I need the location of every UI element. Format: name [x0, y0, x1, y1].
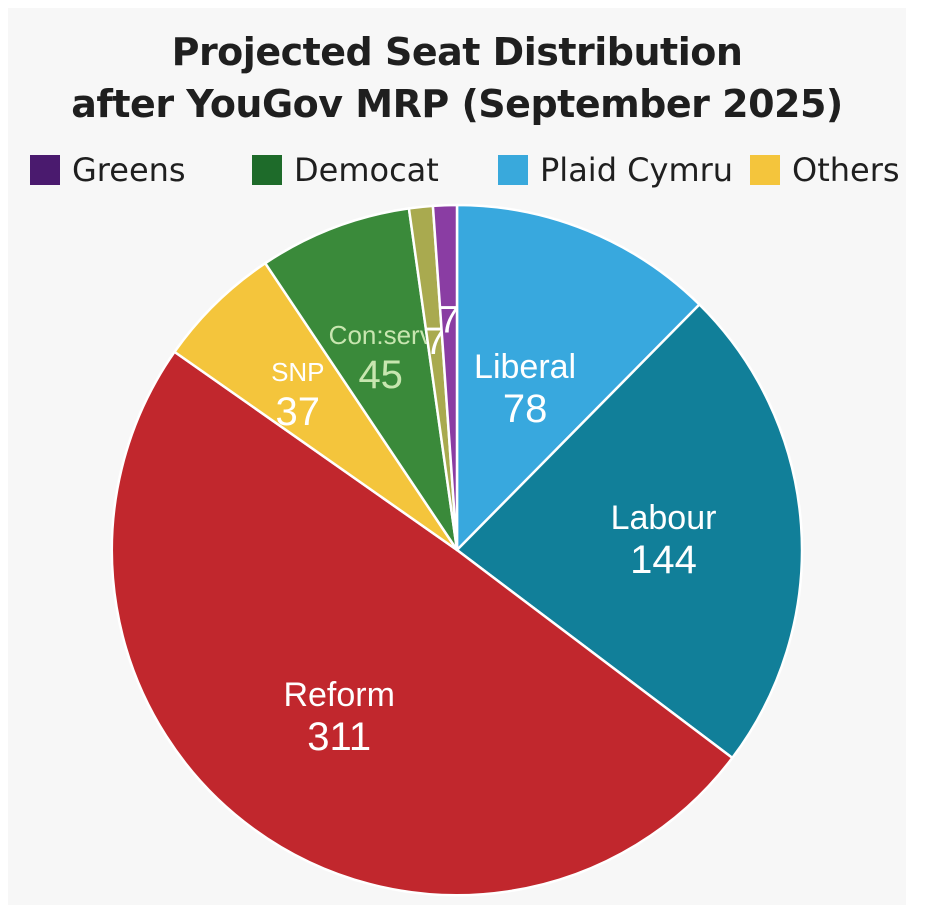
- legend-label-greens: Greens: [72, 151, 186, 189]
- slice-name-label: SNP: [271, 357, 324, 387]
- legend-swatch-greens: [30, 155, 60, 185]
- slice-value-label: 311: [307, 715, 371, 759]
- slice-name-label: Con:serv: [329, 320, 433, 350]
- pie-slice-liberal: [455, 203, 701, 552]
- slice-value-label: 78: [503, 387, 548, 431]
- slice-value-label: 7: [438, 299, 459, 341]
- legend-label-others: Others: [792, 151, 900, 189]
- legend-swatch-others: [750, 155, 780, 185]
- legend-label-democat: Democat: [294, 151, 439, 189]
- pie-slice-reform: [110, 350, 734, 897]
- legend-item-others: Others: [750, 148, 900, 192]
- legend-swatch-democat: [252, 155, 282, 185]
- slice-label-group-6: 7: [438, 299, 459, 341]
- slice-name-label: Labour: [611, 499, 717, 537]
- pie-slice-labour: [455, 303, 804, 760]
- chart-legend: Greens Democat Plaid Cymru Others: [30, 148, 910, 192]
- chart-title-line-1: Projected Seat Distribution: [171, 30, 743, 74]
- slice-name-label: Reform: [283, 676, 394, 714]
- slice-value-label: 37: [276, 390, 321, 434]
- legend-swatch-plaid-cymru: [498, 155, 528, 185]
- pie-slice-snp: [173, 261, 459, 552]
- slice-value-label: 144: [630, 538, 697, 582]
- slice-value-label: 45: [358, 353, 403, 397]
- chart-title: Projected Seat Distribution after YouGov…: [8, 26, 906, 130]
- chart-title-line-2: after YouGov MRP (September 2025): [71, 82, 843, 126]
- slice-name-label: Liberal: [474, 348, 576, 386]
- legend-item-greens: Greens: [30, 148, 186, 192]
- legend-item-democat: Democat: [252, 148, 439, 192]
- legend-label-plaid-cymru: Plaid Cymru: [540, 151, 734, 189]
- pie-slice-small-6: [431, 203, 459, 552]
- pie-slice-conserv: [263, 207, 459, 552]
- legend-item-plaid-cymru: Plaid Cymru: [498, 148, 733, 192]
